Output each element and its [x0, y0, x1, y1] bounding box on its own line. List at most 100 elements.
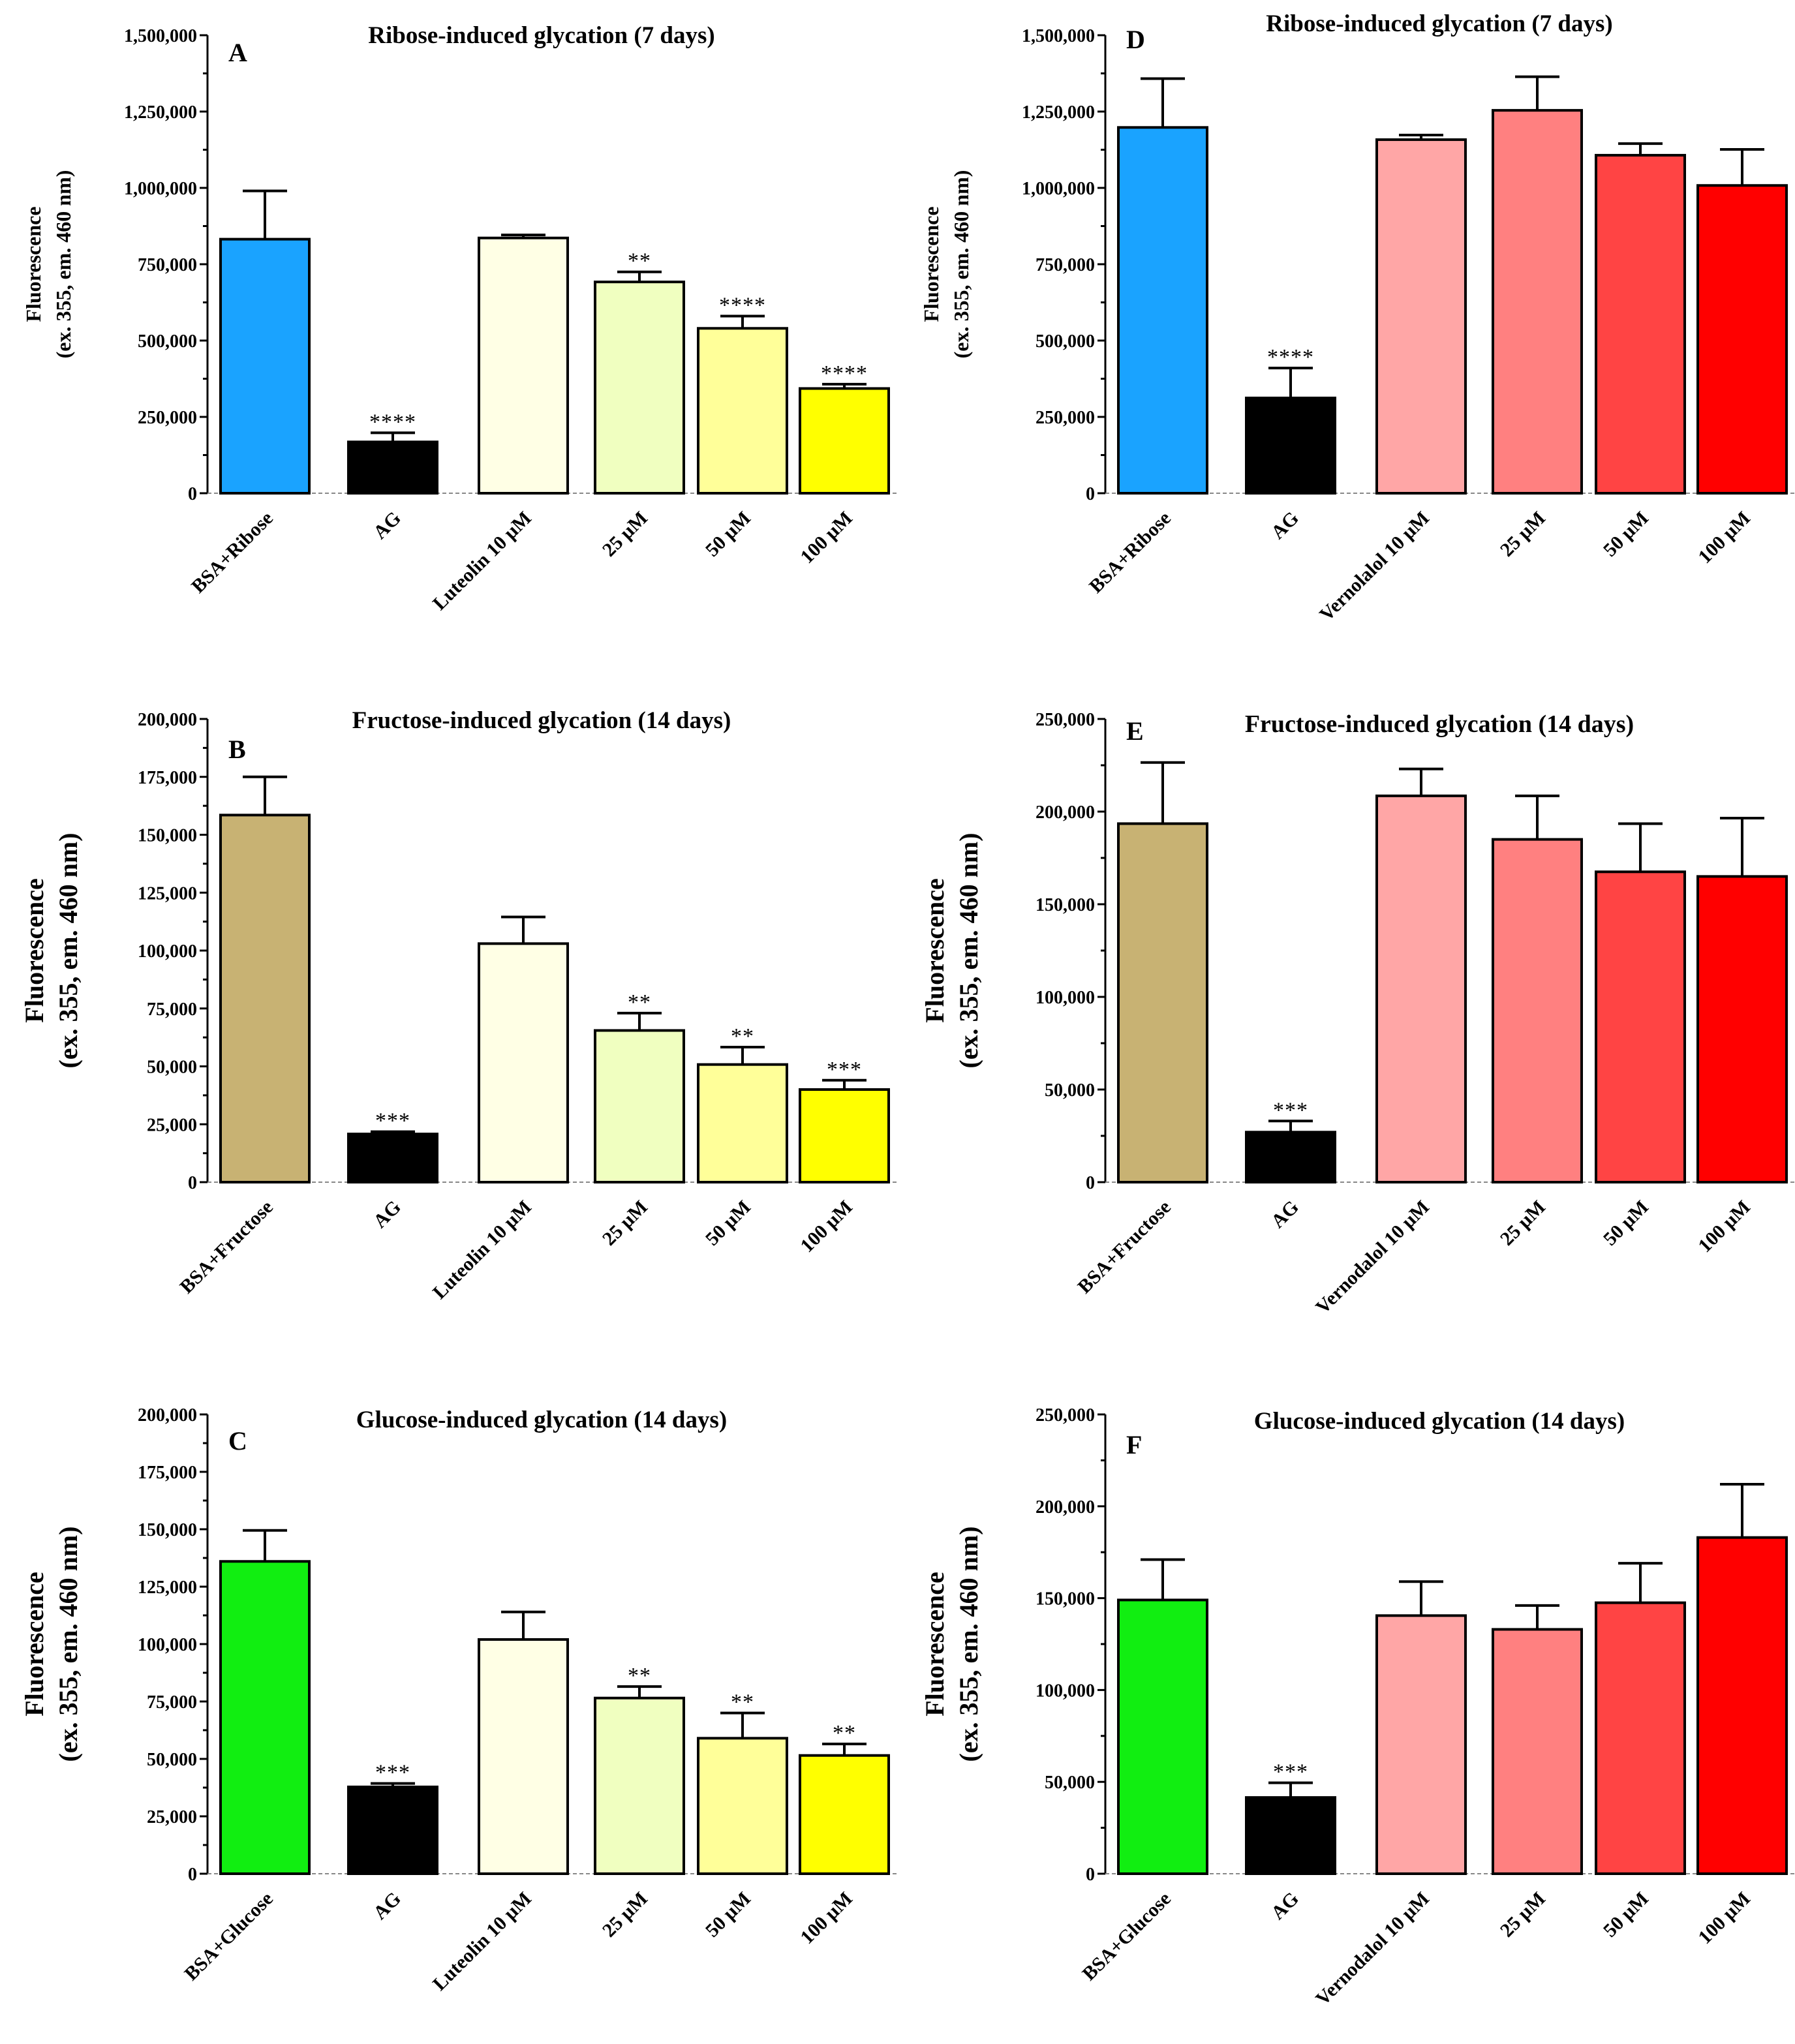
- y-tick-label: 125,000: [138, 1578, 197, 1598]
- x-category-label: BSA+Fructose: [176, 1197, 277, 1298]
- significance-marker: ****: [821, 361, 868, 386]
- x-category-label: BSA+Glucose: [1078, 1888, 1175, 1985]
- bar-c-4: [697, 1737, 788, 1875]
- chart-title: Glucose-induced glycation (14 days): [1254, 1408, 1625, 1435]
- error-bar: [1399, 134, 1443, 140]
- y-axis-label: Fluorescence: [22, 206, 45, 322]
- x-category-label: 50 µM: [701, 1888, 755, 1942]
- bar-d-2: [1375, 138, 1467, 495]
- bar-a-5: [799, 387, 890, 495]
- significance-marker: ****: [369, 410, 416, 434]
- y-tick-label: 750,000: [138, 255, 197, 275]
- error-bar: [371, 1130, 415, 1135]
- error-bar: [1720, 148, 1764, 186]
- x-category-label: 25 µM: [1496, 508, 1550, 561]
- significance-marker: ****: [719, 294, 766, 318]
- x-category-label: 100 µM: [796, 1197, 857, 1257]
- x-category-label: Luteolin 10 µM: [429, 508, 536, 615]
- y-tick-label: 500,000: [1036, 331, 1095, 352]
- x-category-label: 50 µM: [701, 508, 755, 561]
- y-tick-label: 50,000: [147, 1058, 197, 1078]
- x-category-label: 100 µM: [1694, 508, 1755, 568]
- bar-c-5: [799, 1754, 890, 1875]
- bar-f-4: [1595, 1601, 1686, 1875]
- chart-svg-f: Glucose-induced glycation (14 days) F Fluo…: [920, 1405, 1795, 2009]
- bar-b-3: [594, 1029, 685, 1183]
- y-tick-label: 25,000: [147, 1807, 197, 1827]
- error-bar: [617, 270, 662, 282]
- x-category-label: 50 µM: [701, 1197, 755, 1250]
- error-bar: [1618, 822, 1663, 872]
- error-bar: [501, 1610, 545, 1640]
- x-category-label: Luteolin 10 µM: [429, 1197, 536, 1304]
- y-axis-label: (ex. 355, em. 460 nm): [54, 1526, 83, 1762]
- error-bar: [1618, 142, 1663, 155]
- chart-panel-f: Glucose-induced glycation (14 days) F Fluo…: [898, 1373, 1795, 2044]
- bar-c-2: [478, 1638, 569, 1875]
- error-bar: [1720, 1483, 1764, 1538]
- bar-c-1: [347, 1785, 438, 1875]
- y-tick-label: 0: [188, 484, 197, 504]
- y-tick-label: 1,000,000: [124, 179, 197, 199]
- panel-letter: A: [228, 38, 247, 67]
- y-tick-label: 200,000: [1036, 1497, 1095, 1518]
- y-axis-label: (ex. 355, em. 460 nm): [949, 170, 973, 359]
- chart-title: Fructose-induced glycation (14 days): [1245, 710, 1634, 738]
- x-category-label: BSA+Ribose: [187, 508, 277, 598]
- y-axis-label: (ex. 355, em. 460 nm): [954, 1526, 983, 1762]
- y-tick-label: 200,000: [138, 1405, 197, 1426]
- error-bar: [1141, 1558, 1185, 1600]
- error-bar: [1720, 816, 1764, 877]
- bar-b-2: [478, 942, 569, 1183]
- bar-e-2: [1375, 794, 1467, 1184]
- significance-marker: **: [628, 249, 651, 273]
- y-axis-label: Fluorescence: [919, 206, 943, 322]
- bar-a-2: [478, 236, 569, 495]
- y-tick-label: 1,000,000: [1022, 179, 1095, 199]
- chart-svg-c: Glucose-induced glycation (14 days) C Fluo…: [20, 1405, 897, 1995]
- error-bar: [822, 1078, 867, 1090]
- y-tick-label: 75,000: [147, 1692, 197, 1713]
- error-bar: [1399, 767, 1443, 796]
- y-tick-label: 200,000: [1036, 802, 1095, 823]
- x-category-label: AG: [1267, 1888, 1303, 1924]
- bar-b-0: [219, 814, 311, 1183]
- y-tick-label: 50,000: [1045, 1080, 1095, 1101]
- x-category-label: AG: [1267, 1197, 1303, 1232]
- y-tick-label: 100,000: [138, 941, 197, 962]
- error-bar: [1268, 1781, 1313, 1798]
- error-bar: [501, 234, 545, 238]
- x-category-label: 50 µM: [1599, 1197, 1653, 1250]
- y-tick-label: 100,000: [138, 1635, 197, 1655]
- chart-panel-c: Glucose-induced glycation (14 days) C Fluo…: [0, 1373, 897, 2044]
- error-bar: [1515, 794, 1559, 840]
- error-bar: [720, 1046, 765, 1065]
- significance-marker: **: [731, 1690, 754, 1715]
- x-category-label: 25 µM: [1496, 1197, 1550, 1250]
- x-category-label: Vernolalol 10 µM: [1315, 508, 1434, 626]
- bar-c-0: [219, 1560, 311, 1875]
- significance-marker: ***: [375, 1109, 410, 1133]
- x-category-label: 25 µM: [1496, 1888, 1550, 1942]
- error-bar: [243, 775, 287, 816]
- x-category-label: BSA+Glucose: [180, 1888, 277, 1985]
- y-axis-label: Fluorescence: [20, 878, 49, 1022]
- x-category-label: BSA+Ribose: [1085, 508, 1175, 598]
- chart-panel-d: Ribose-induced glycation (7 days) D Fluore…: [898, 0, 1795, 671]
- y-tick-label: 1,500,000: [124, 26, 197, 46]
- x-category-label: AG: [1267, 508, 1303, 543]
- panel-letter: D: [1126, 25, 1145, 54]
- x-category-label: AG: [369, 508, 405, 543]
- x-category-label: 25 µM: [598, 1197, 652, 1250]
- bar-a-3: [594, 281, 685, 495]
- y-tick-label: 0: [188, 1865, 197, 1885]
- y-tick-label: 150,000: [1036, 1589, 1095, 1609]
- y-tick-label: 250,000: [138, 408, 197, 428]
- bar-f-1: [1245, 1796, 1336, 1875]
- y-tick-label: 150,000: [138, 1520, 197, 1540]
- error-bar: [617, 1011, 662, 1031]
- y-tick-label: 175,000: [138, 1463, 197, 1483]
- y-tick-label: 175,000: [138, 768, 197, 788]
- chart-panel-a: Ribose-induced glycation (7 days) A Fluore…: [0, 0, 897, 671]
